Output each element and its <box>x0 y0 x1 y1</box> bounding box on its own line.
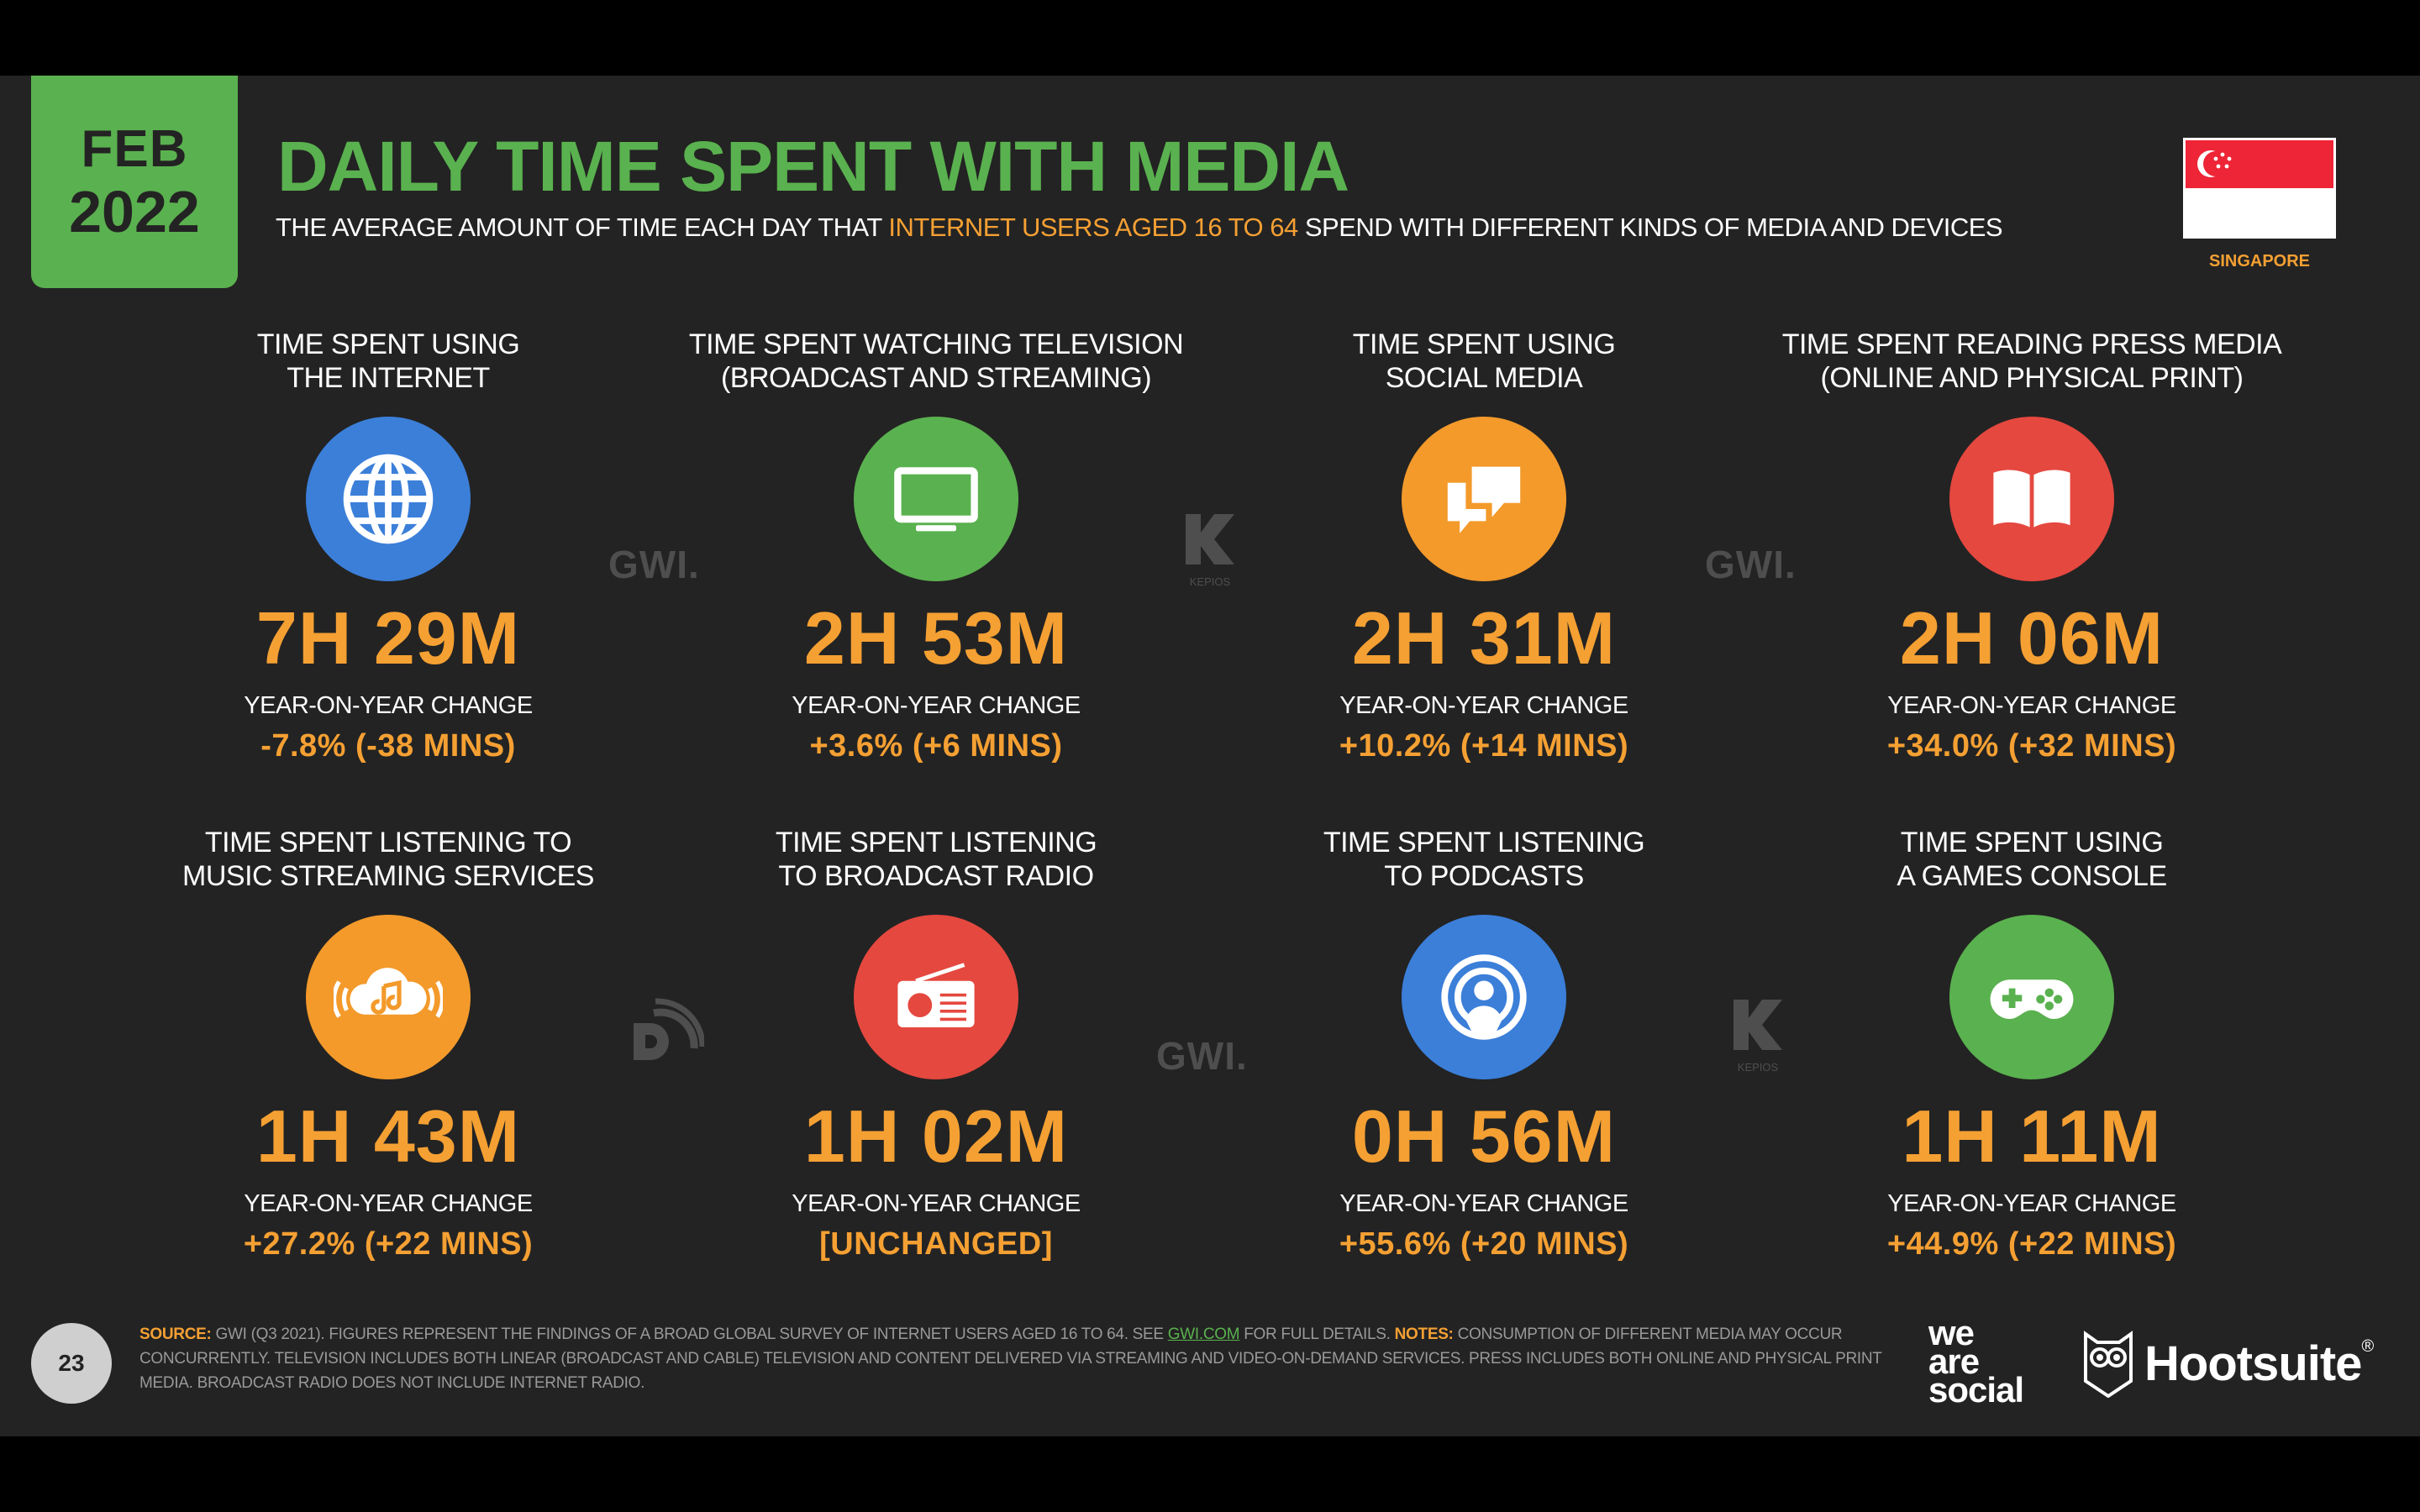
stat-value: 1H 43M <box>255 1095 521 1178</box>
subtitle-text-end: SPEND WITH DIFFERENT KINDS OF MEDIA AND … <box>1297 213 2003 242</box>
stat-value: 0H 56M <box>1351 1095 1617 1178</box>
stat-internet: TIME SPENT USING THE INTERNET 7H 29M YEAR… <box>128 328 649 764</box>
page-subtitle: THE AVERAGE AMOUNT OF TIME EACH DAY THAT… <box>276 213 2003 243</box>
yoy-label: YEAR-ON-YEAR CHANGE <box>792 692 1081 719</box>
kepios-label: KEPIOS <box>1737 1061 1779 1074</box>
kepios-logo-icon <box>1733 1000 1782 1050</box>
stat-podcasts: TIME SPENT LISTENING TO PODCASTS 0H 56M Y… <box>1223 826 1744 1263</box>
yoy-label: YEAR-ON-YEAR CHANGE <box>244 692 533 719</box>
gwi-watermark: GWI. <box>1705 543 1797 586</box>
stat-value: 1H 11M <box>1902 1095 2162 1178</box>
stat-music-streaming: TIME SPENT LISTENING TO MUSIC STREAMING S… <box>128 826 649 1263</box>
yoy-label: YEAR-ON-YEAR CHANGE <box>1339 1190 1628 1217</box>
stat-value: 7H 29M <box>255 596 521 680</box>
yoy-label: YEAR-ON-YEAR CHANGE <box>244 1190 533 1217</box>
yoy-value: +34.0% (+32 MINS) <box>1886 728 2177 764</box>
subtitle-highlight: INTERNET USERS AGED 16 TO 64 <box>888 213 1298 242</box>
gamepad-icon <box>1949 915 2114 1079</box>
yoy-value: +55.6% (+20 MINS) <box>1339 1226 1629 1262</box>
source-text: GWI (Q3 2021). FIGURES REPRESENT THE FIN… <box>211 1326 1168 1343</box>
stat-label: TIME SPENT LISTENING TO MUSIC STREAMING S… <box>182 827 594 892</box>
yoy-value: +44.9% (+22 MINS) <box>1886 1226 2177 1262</box>
date-year: 2022 <box>69 178 200 244</box>
we-are-social-logo: we are social <box>1928 1313 2024 1410</box>
subtitle-text-start: THE AVERAGE AMOUNT OF TIME EACH DAY THAT <box>276 213 889 242</box>
stat-value: 2H 53M <box>803 596 1069 680</box>
page-number: 23 <box>31 1323 112 1404</box>
country-label: SINGAPORE <box>2208 252 2311 270</box>
stat-label: TIME SPENT USING SOCIAL MEDIA <box>1352 328 1616 394</box>
source-key: SOURCE: <box>139 1326 212 1343</box>
yoy-value: +27.2% (+22 MINS) <box>243 1226 534 1262</box>
stat-games-console: TIME SPENT USING A GAMES CONSOLE 1H 11M Y… <box>1771 826 2292 1263</box>
kepios-watermark: KEPIOS <box>1181 512 1239 588</box>
notes-key: NOTES: <box>1394 1326 1454 1343</box>
registered-mark: ® <box>2361 1337 2375 1356</box>
music-cloud-icon <box>306 915 471 1079</box>
globe-icon <box>306 417 471 581</box>
date-badge: FEB 2022 <box>31 76 238 288</box>
hootsuite-wordmark: Hootsuite <box>2144 1336 2362 1391</box>
stat-value: 1H 02M <box>803 1095 1069 1178</box>
open-book-icon <box>1949 417 2114 581</box>
yoy-label: YEAR-ON-YEAR CHANGE <box>1887 1190 2176 1217</box>
radio-icon <box>854 915 1018 1079</box>
hootsuite-logo: Hootsuite ® <box>2082 1329 2374 1398</box>
yoy-label: YEAR-ON-YEAR CHANGE <box>792 1190 1081 1217</box>
kepios-logo-icon <box>1186 514 1234 564</box>
yoy-value: +3.6% (+6 MINS) <box>809 728 1063 764</box>
stat-label: TIME SPENT LISTENING TO PODCASTS <box>1323 827 1645 892</box>
slide: FEB 2022 DAILY TIME SPENT WITH MEDIA THE… <box>0 76 2420 1436</box>
kepios-watermark: KEPIOS <box>1728 998 1787 1074</box>
date-month: FEB <box>81 119 188 178</box>
gwi-watermark: GWI. <box>608 543 700 586</box>
chat-bubbles-icon <box>1402 417 1566 581</box>
yoy-label: YEAR-ON-YEAR CHANGE <box>1339 692 1628 719</box>
yoy-label: YEAR-ON-YEAR CHANGE <box>1887 692 2176 719</box>
source-text: FOR FULL DETAILS. <box>1239 1326 1395 1343</box>
stat-broadcast-radio: TIME SPENT LISTENING TO BROADCAST RADIO 1… <box>676 826 1197 1263</box>
singapore-flag-icon <box>2183 138 2336 239</box>
yoy-value: -7.8% (-38 MINS) <box>260 728 516 764</box>
stat-social-media: TIME SPENT USING SOCIAL MEDIA 2H 31M YEAR… <box>1223 328 1744 764</box>
page-title: DAILY TIME SPENT WITH MEDIA <box>277 127 1349 206</box>
datareportal-watermark-icon <box>629 998 706 1078</box>
stat-television: TIME SPENT WATCHING TELEVISION (BROADCAST… <box>676 328 1197 764</box>
notes-text: CONSUMPTION OF DIFFERENT MEDIA MAY OCCUR… <box>139 1326 1882 1392</box>
stat-label: TIME SPENT WATCHING TELEVISION (BROADCAST… <box>688 328 1184 394</box>
stat-label: TIME SPENT READING PRESS MEDIA (ONLINE AN… <box>1781 328 2282 394</box>
stat-label: TIME SPENT USING THE INTERNET <box>256 328 520 394</box>
podcast-icon <box>1402 915 1566 1079</box>
kepios-label: KEPIOS <box>1189 575 1231 588</box>
source-notes: SOURCE: GWI (Q3 2021). FIGURES REPRESENT… <box>139 1322 1887 1395</box>
stat-value: 2H 31M <box>1351 596 1617 680</box>
source-link[interactable]: GWI.COM <box>1167 1326 1240 1343</box>
gwi-watermark: GWI. <box>1156 1034 1248 1078</box>
stat-label: TIME SPENT USING A GAMES CONSOLE <box>1897 827 2167 892</box>
yoy-value: +10.2% (+14 MINS) <box>1339 728 1629 764</box>
yoy-value: [UNCHANGED] <box>819 1226 1053 1262</box>
owl-icon <box>2084 1331 2133 1398</box>
stat-press-media: TIME SPENT READING PRESS MEDIA (ONLINE AN… <box>1771 328 2292 764</box>
television-icon <box>854 417 1018 581</box>
stat-label: TIME SPENT LISTENING TO BROADCAST RADIO <box>775 827 1097 892</box>
stat-value: 2H 06M <box>1899 596 2165 680</box>
